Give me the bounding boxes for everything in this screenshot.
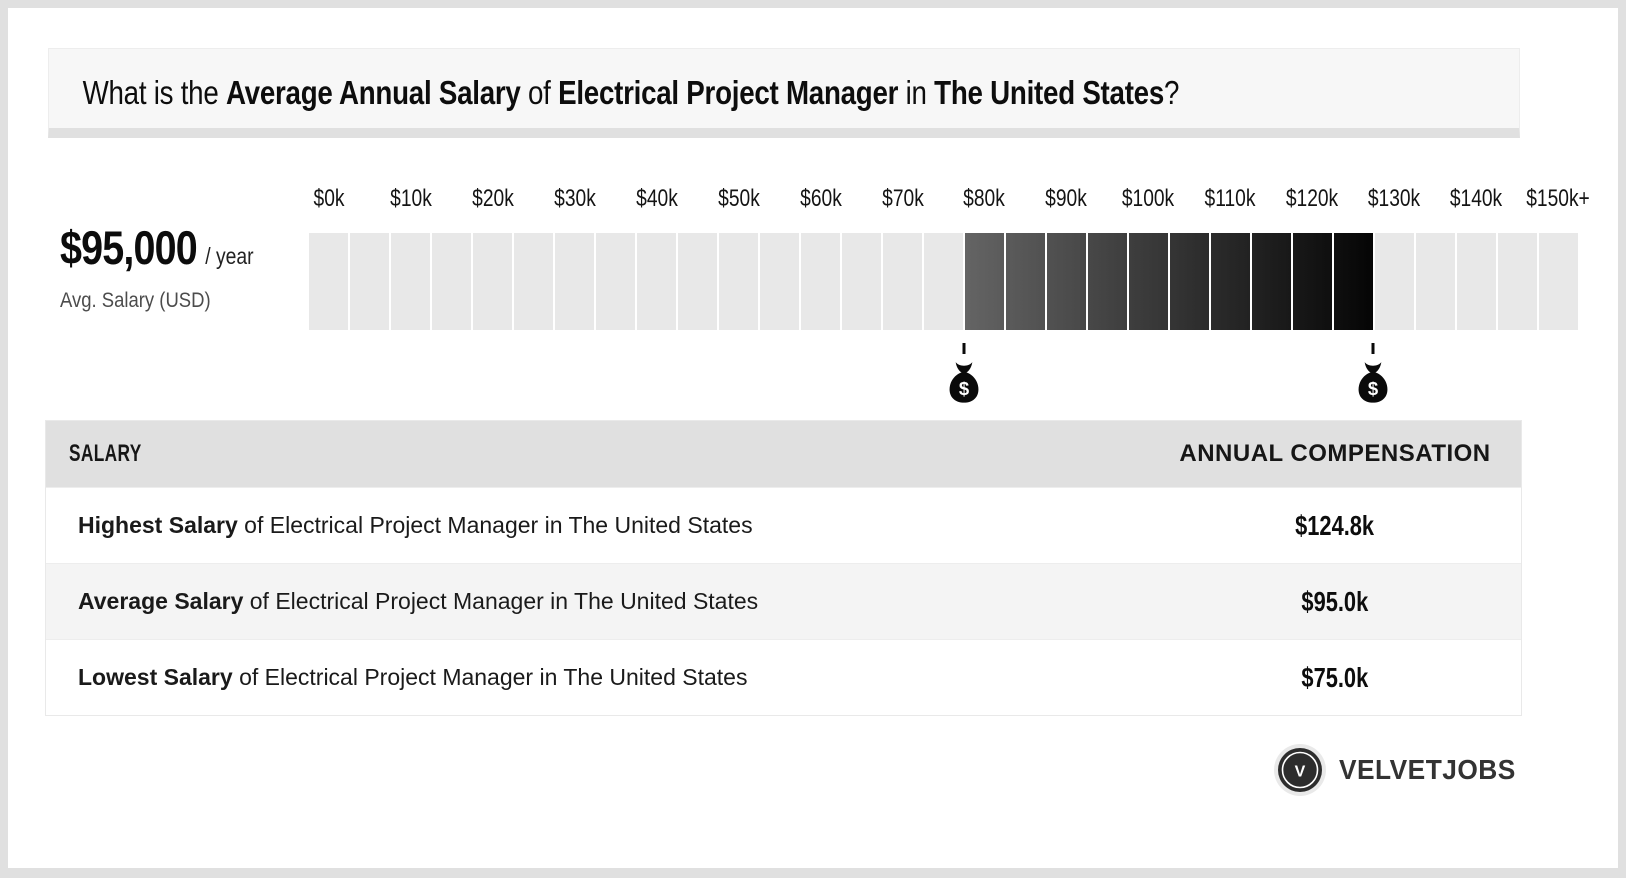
row-label-bold: Highest Salary: [78, 512, 238, 538]
scale-segment: [514, 233, 553, 330]
avg-salary-caption: Avg. Salary (USD): [60, 289, 211, 312]
row-value: $75.0k: [1301, 661, 1369, 693]
title-part: What is the: [82, 74, 226, 111]
logo-letter: V: [1295, 764, 1306, 781]
header-box: What is the Average Annual Salary of Ele…: [48, 48, 1520, 138]
axis-tick-label: $90k: [1045, 185, 1088, 212]
scale-segment-highlighted: [1047, 233, 1086, 330]
scale-segment: [1498, 233, 1537, 330]
title-part: of: [520, 74, 559, 111]
velvetjobs-logo-icon: V: [1274, 744, 1326, 796]
row-label-rest: of Electrical Project Manager in The Uni…: [243, 588, 759, 614]
scale-segment-highlighted: [1252, 233, 1291, 330]
money-bag-icon: $: [1358, 362, 1388, 403]
scale-segment: [760, 233, 799, 330]
column-header-annual-compensation: ANNUAL COMPENSATION: [1179, 440, 1491, 467]
scale-segment: [391, 233, 430, 330]
svg-text:$: $: [959, 378, 970, 399]
scale-segment-highlighted: [1170, 233, 1209, 330]
row-label: Lowest Salary of Electrical Project Mana…: [46, 664, 1149, 691]
scale-segment-highlighted: [1293, 233, 1332, 330]
svg-text:$: $: [1368, 378, 1379, 399]
row-label-rest: of Electrical Project Manager in The Uni…: [237, 512, 753, 538]
axis-tick-label: $50k: [717, 185, 760, 212]
scale-segment-highlighted: [1129, 233, 1168, 330]
axis-tick-label: $120k: [1285, 185, 1339, 212]
axis-tick-labels: $0k $10k $20k $30k $40k $50k $60k $70k $80k $90k $…: [309, 183, 1589, 233]
table-row-average: Average Salary of Electrical Project Man…: [46, 563, 1521, 639]
scale-segment: [432, 233, 471, 330]
scale-segment: [678, 233, 717, 330]
avg-salary-suffix: / year: [205, 243, 254, 269]
axis-tick-label: $20k: [472, 185, 515, 212]
row-label-bold: Average Salary: [78, 588, 244, 614]
row-label-bold: Lowest Salary: [78, 664, 233, 690]
axis-tick-label: $110k: [1204, 185, 1256, 212]
scale-segment-highlighted: [965, 233, 1004, 330]
scale-segment: [637, 233, 676, 330]
scale-segment: [596, 233, 635, 330]
row-label: Average Salary of Electrical Project Man…: [46, 588, 1149, 615]
axis-tick-label: $60k: [799, 185, 842, 212]
row-value: $124.8k: [1295, 509, 1375, 541]
table-row-lowest: Lowest Salary of Electrical Project Mana…: [46, 639, 1521, 715]
axis-tick-label: $70k: [881, 185, 924, 212]
title-part-bold: The United States: [934, 74, 1165, 111]
title-part-bold: Electrical Project Manager: [558, 74, 899, 111]
axis-tick-label: $10k: [390, 185, 433, 212]
scale-segment: [1375, 233, 1414, 330]
scale-segment: [473, 233, 512, 330]
table-header-row: SALARY ANNUAL COMPENSATION: [46, 421, 1521, 487]
scale-segment: [842, 233, 881, 330]
axis-tick-label: $80k: [963, 185, 1006, 212]
scale-segment: [309, 233, 348, 330]
salary-table: SALARY ANNUAL COMPENSATION Highest Salar…: [45, 420, 1522, 716]
axis-tick-label: $100k: [1122, 185, 1175, 212]
scale-segment-highlighted: [1334, 233, 1373, 330]
scale-segment: [555, 233, 594, 330]
axis-tick-label: $150k+: [1525, 185, 1590, 212]
scale-segment-highlighted: [1006, 233, 1045, 330]
scale-segment: [719, 233, 758, 330]
column-header-salary: SALARY: [69, 440, 142, 467]
avg-salary-amount: $95,000: [60, 221, 198, 274]
scale-segment: [1416, 233, 1455, 330]
scale-segment: [350, 233, 389, 330]
page-title: What is the Average Annual Salary of Ele…: [49, 49, 1284, 137]
scale-segment: [924, 233, 963, 330]
money-bag-icon: $: [949, 362, 979, 403]
scale-segment: [1539, 233, 1578, 330]
scale-segment: [883, 233, 922, 330]
lowest-salary-marker: $: [945, 330, 982, 404]
scale-segment: [1457, 233, 1496, 330]
brand-name: VELVETJOBS: [1339, 754, 1516, 785]
highest-salary-marker: $: [1355, 330, 1392, 404]
axis-tick-label: $130k: [1367, 185, 1420, 212]
scale-segment-highlighted: [1088, 233, 1127, 330]
axis-tick-label: $0k: [313, 185, 345, 212]
title-part: in: [898, 74, 935, 111]
table-row-highest: Highest Salary of Electrical Project Man…: [46, 487, 1521, 563]
scale-segment: [801, 233, 840, 330]
marker-tick: [962, 343, 966, 354]
title-part-bold: Average Annual Salary: [225, 74, 521, 111]
axis-tick-label: $40k: [636, 185, 678, 212]
brand-footer: V VELVETJOBS: [1274, 744, 1527, 796]
avg-salary-line: $95,000 / year: [60, 220, 254, 275]
row-label: Highest Salary of Electrical Project Man…: [46, 512, 1149, 539]
row-value: $95.0k: [1301, 585, 1369, 617]
salary-scale-chart: $0k $10k $20k $30k $40k $50k $60k $70k $80k $90k $…: [309, 183, 1589, 412]
axis-tick-label: $30k: [554, 185, 596, 212]
card: What is the Average Annual Salary of Ele…: [8, 8, 1618, 868]
axis-tick-label: $140k: [1449, 185, 1502, 212]
title-part: ?: [1164, 74, 1180, 111]
scale-segment-highlighted: [1211, 233, 1250, 330]
avg-salary-summary: $95,000 / year Avg. Salary (USD): [60, 220, 290, 313]
scale-segments: [309, 233, 1578, 330]
scale-markers: $ $: [309, 330, 1578, 412]
row-label-rest: of Electrical Project Manager in The Uni…: [232, 664, 748, 690]
marker-tick: [1371, 343, 1375, 354]
